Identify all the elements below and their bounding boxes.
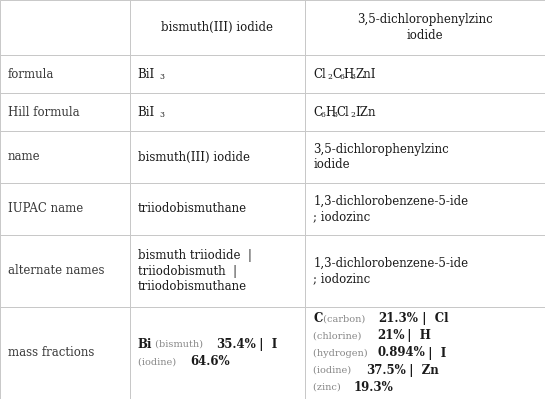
Text: 6: 6 [320,111,325,119]
Text: 3,5-dichlorophenylzinc
iodide: 3,5-dichlorophenylzinc iodide [357,13,493,42]
Text: Hill formula: Hill formula [8,105,80,119]
Text: BiI: BiI [138,105,155,119]
Text: (hydrogen): (hydrogen) [313,348,371,358]
Text: (carbon): (carbon) [320,314,368,323]
Text: bismuth(III) iodide: bismuth(III) iodide [161,21,274,34]
Text: 21%: 21% [377,330,405,342]
Text: 64.6%: 64.6% [190,356,230,368]
Text: |  H: | H [398,330,431,342]
Text: C: C [332,67,341,81]
Text: (iodine): (iodine) [138,358,179,366]
Text: IUPAC name: IUPAC name [8,203,83,215]
Text: triiodobismuthane: triiodobismuthane [138,203,247,215]
Text: H: H [325,105,335,119]
Text: |  Zn: | Zn [401,363,439,377]
Text: (zinc): (zinc) [313,383,344,392]
Text: Bi: Bi [138,338,152,351]
Text: (bismuth): (bismuth) [152,340,206,349]
Text: mass fractions: mass fractions [8,346,94,359]
Text: 19.3%: 19.3% [354,381,394,394]
Text: 21.3%: 21.3% [379,312,419,325]
Text: C: C [313,312,323,325]
Text: name: name [8,150,41,164]
Text: |  I: | I [420,346,446,359]
Text: 37.5%: 37.5% [366,363,405,377]
Text: H: H [344,67,354,81]
Text: Cl: Cl [313,67,326,81]
Text: 2: 2 [351,111,356,119]
Text: 1,3-dichlorobenzene-5-ide
; iodozinc: 1,3-dichlorobenzene-5-ide ; iodozinc [313,257,468,286]
Text: formula: formula [8,67,54,81]
Text: bismuth triiodide  |
triiodobismuth  |
triiodobismuthane: bismuth triiodide | triiodobismuth | tri… [138,249,252,294]
Text: BiI: BiI [138,67,155,81]
Text: |  Cl: | Cl [414,312,449,325]
Text: 3: 3 [332,111,337,119]
Text: 3: 3 [159,73,164,81]
Text: 1,3-dichlorobenzene-5-ide
; iodozinc: 1,3-dichlorobenzene-5-ide ; iodozinc [313,194,468,223]
Text: IZn: IZn [355,105,376,119]
Text: ZnI: ZnI [355,67,376,81]
Text: alternate names: alternate names [8,265,105,277]
Text: bismuth(III) iodide: bismuth(III) iodide [138,150,250,164]
Text: 35.4%: 35.4% [216,338,256,351]
Text: 0.894%: 0.894% [377,346,425,359]
Text: 3: 3 [159,111,164,119]
Text: Cl: Cl [337,105,349,119]
Text: C: C [313,105,322,119]
Text: (chlorine): (chlorine) [313,332,365,340]
Text: 6: 6 [339,73,344,81]
Text: 3: 3 [351,73,356,81]
Text: 2: 2 [328,73,332,81]
Text: 3,5-dichlorophenylzinc
iodide: 3,5-dichlorophenylzinc iodide [313,142,449,172]
Text: |  I: | I [251,338,278,351]
Text: (iodine): (iodine) [313,365,354,375]
